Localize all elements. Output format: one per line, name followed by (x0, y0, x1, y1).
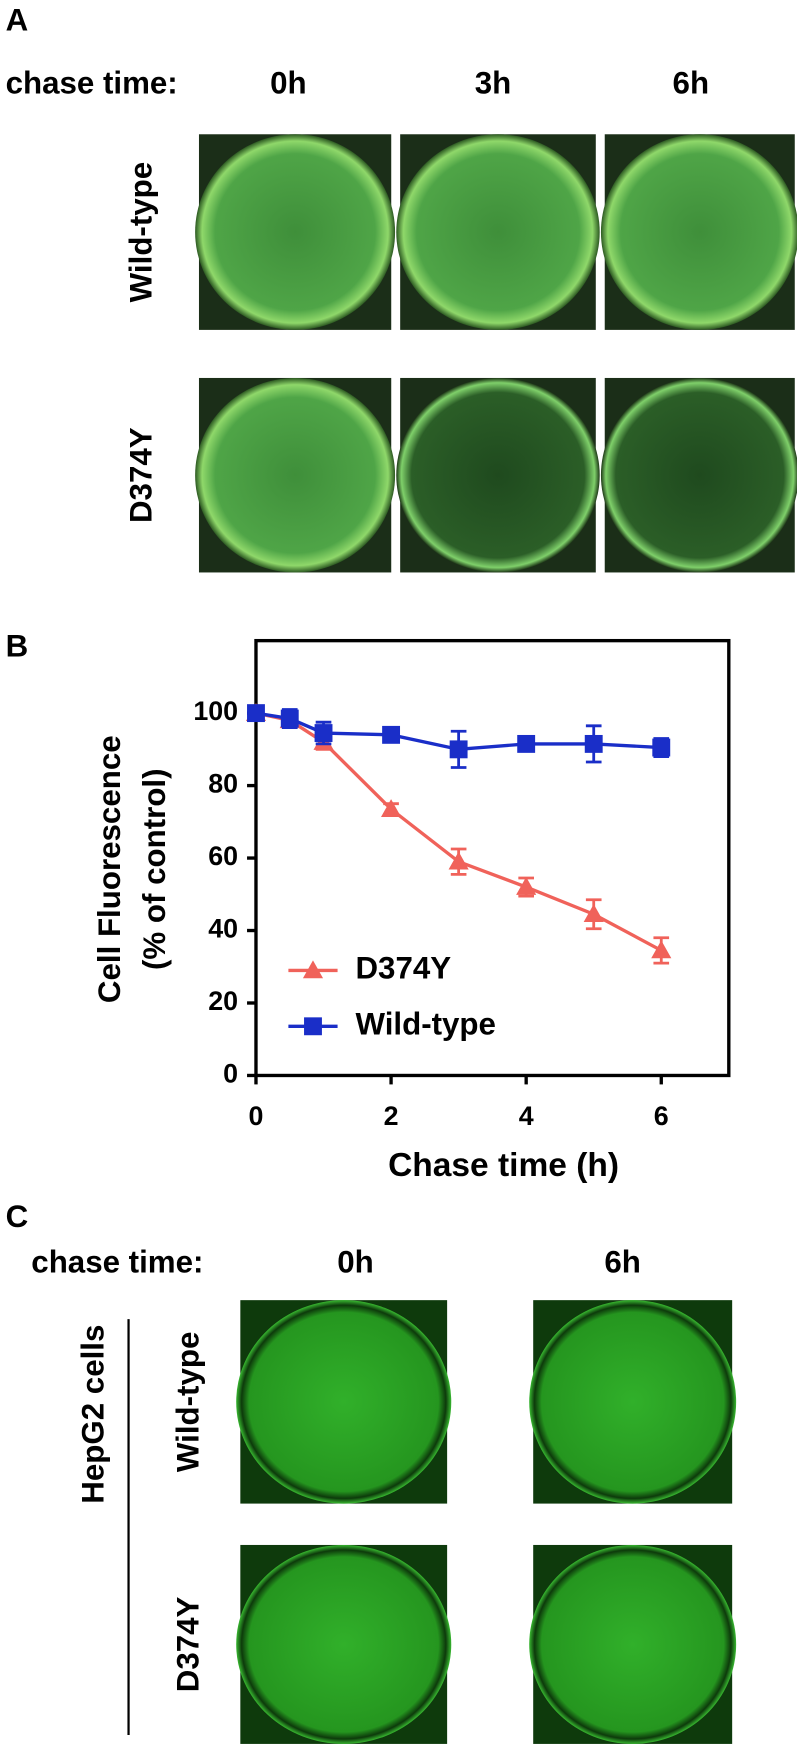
y-tick-label: 60 (208, 841, 238, 871)
series (247, 704, 671, 769)
x-tick-label: 2 (384, 1101, 399, 1131)
y-axis-label: Cell Fluorescence (92, 735, 127, 1003)
row-label: Wild-type (123, 162, 158, 302)
dish (600, 134, 797, 330)
legend-marker (302, 960, 324, 979)
micrograph (529, 1300, 737, 1504)
legend-entry: Wild-type (288, 1007, 496, 1042)
data-point (517, 734, 536, 753)
legend-marker (304, 1017, 322, 1036)
y-axis-label: (% of control) (137, 768, 172, 970)
x-tick-label: 0 (249, 1101, 264, 1131)
time-label: 0h (337, 1245, 374, 1280)
micrograph (600, 377, 797, 573)
row-label: D374Y (123, 427, 158, 523)
dish (195, 134, 396, 330)
panel-label: C (6, 1199, 29, 1234)
chase-label: chase time: (6, 65, 178, 100)
dish (529, 1300, 737, 1504)
dish (195, 377, 396, 573)
panel-label: B (6, 629, 29, 664)
legend-label: D374Y (355, 951, 451, 986)
y-tick-label: 20 (208, 986, 238, 1016)
dish (600, 377, 797, 573)
data-point (449, 740, 468, 759)
group-label: HepG2 cells (75, 1325, 110, 1504)
dish (396, 134, 600, 330)
row-label: D374Y (170, 1596, 205, 1692)
dish (529, 1544, 737, 1744)
data-point (382, 725, 401, 744)
dish (396, 377, 600, 573)
micrograph (236, 1544, 452, 1744)
data-point (584, 734, 603, 753)
micrograph (195, 377, 396, 573)
x-tick-label: 6 (654, 1101, 669, 1131)
micrograph (236, 1300, 452, 1504)
data-point (448, 851, 469, 870)
panel-label: A (6, 3, 29, 38)
time-label: 3h (475, 65, 512, 100)
time-label: 6h (604, 1245, 641, 1280)
micrograph (529, 1544, 737, 1744)
legend-label: Wild-type (355, 1007, 495, 1042)
time-label: 6h (673, 65, 710, 100)
data-point (583, 904, 604, 923)
micrograph (600, 134, 797, 330)
data-point (652, 738, 671, 757)
data-point (651, 940, 672, 959)
time-label: 0h (270, 65, 307, 100)
data-point (381, 799, 402, 817)
micrograph (195, 134, 396, 330)
chase-label: chase time: (31, 1245, 203, 1280)
y-tick-label: 100 (193, 696, 238, 726)
x-tick-label: 4 (519, 1101, 534, 1131)
x-axis-label: Chase time (h) (388, 1147, 619, 1184)
data-point (280, 709, 299, 728)
data-point (314, 724, 333, 742)
data-point (516, 876, 537, 895)
dish (236, 1300, 452, 1504)
y-tick-label: 80 (208, 769, 238, 799)
micrograph (396, 134, 600, 330)
y-tick-label: 0 (223, 1059, 238, 1089)
legend-entry: D374Y (288, 951, 451, 986)
row-label: Wild-type (170, 1332, 205, 1472)
dish (236, 1544, 452, 1744)
micrograph (396, 377, 600, 573)
y-tick-label: 40 (208, 914, 238, 944)
data-point (247, 704, 265, 723)
